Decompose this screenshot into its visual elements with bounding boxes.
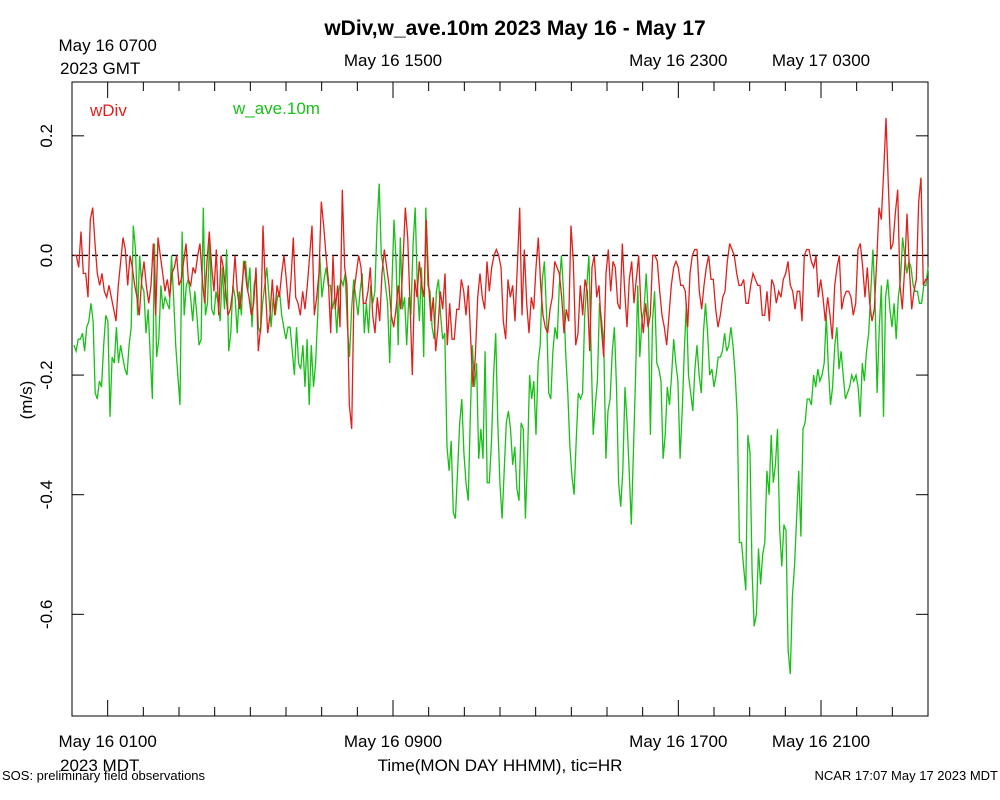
top-axis-labels: May 16 0700 May 16 1500 May 16 2300 May 17 … bbox=[59, 36, 871, 70]
y-tick-label: -0.4 bbox=[37, 480, 56, 509]
x-tick-label-top: May 16 0700 bbox=[59, 36, 157, 55]
series-line-wdiv bbox=[74, 117, 928, 429]
legend-entry-wdiv: wDiv bbox=[89, 101, 127, 120]
legend-entry-w-ave-10m: w_ave.10m bbox=[232, 99, 320, 118]
footer-left-note: SOS: preliminary field observations bbox=[2, 768, 206, 783]
top-timezone-label: 2023 GMT bbox=[60, 59, 140, 78]
series-line-w-ave-10m bbox=[73, 183, 929, 675]
y-axis-label: (m/s) bbox=[17, 381, 36, 420]
footer-right-note: NCAR 17:07 May 17 2023 MDT bbox=[814, 768, 998, 783]
x-axis-top-ticks bbox=[71, 82, 929, 98]
x-axis-bottom-ticks bbox=[71, 700, 929, 716]
y-axis-left-ticks: 0.2 0.0 -0.2 -0.4 -0.6 bbox=[37, 124, 84, 629]
plot-frame bbox=[71, 81, 929, 717]
x-tick-label-top: May 16 2300 bbox=[629, 51, 727, 70]
bottom-axis-labels: May 16 0100 May 16 0900 May 16 1700 May 16 … bbox=[59, 732, 871, 751]
y-tick-label: 0.0 bbox=[37, 244, 56, 268]
y-tick-label: -0.6 bbox=[37, 600, 56, 629]
x-axis-label: Time(MON DAY HHMM), tic=HR bbox=[378, 756, 623, 775]
x-tick-label-bottom: May 16 1700 bbox=[629, 732, 727, 751]
x-tick-label-bottom: May 16 2100 bbox=[772, 732, 870, 751]
x-tick-label-top: May 16 1500 bbox=[344, 51, 442, 70]
x-tick-label-bottom: May 16 0900 bbox=[344, 732, 442, 751]
x-tick-label-bottom: May 16 0100 bbox=[59, 732, 157, 751]
y-tick-label: 0.2 bbox=[37, 124, 56, 148]
bottom-timezone-label: 2023 MDT bbox=[60, 756, 139, 775]
legend: wDiv w_ave.10m bbox=[89, 99, 320, 120]
plot-area: 0.2 0.0 -0.2 -0.4 -0.6 bbox=[37, 81, 929, 717]
x-tick-label-top: May 17 0300 bbox=[772, 51, 870, 70]
chart-title: wDiv,w_ave.10m 2023 May 16 - May 17 bbox=[323, 17, 705, 40]
y-tick-label: -0.2 bbox=[37, 360, 56, 389]
